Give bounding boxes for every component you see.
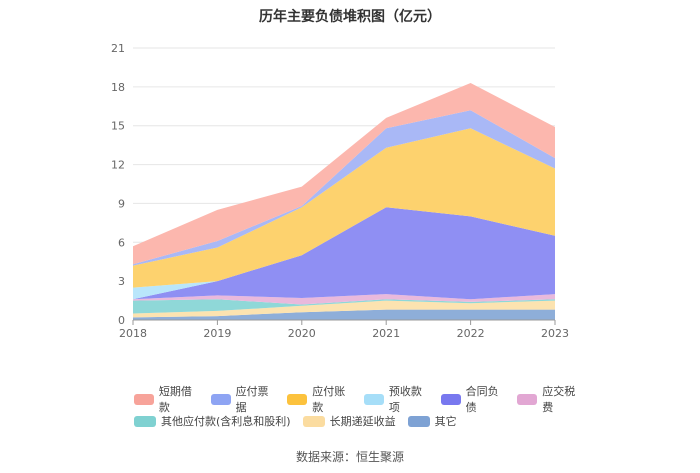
axes: 0 3 6 9 12 15 18 21 2018 2019 2020 2021 2022 2023 <box>111 42 569 340</box>
chart-title: 历年主要负债堆积图（亿元） <box>259 9 441 25</box>
x-tick-label: 2020 <box>288 327 316 340</box>
legend-row-1: 短期借款 应付票据 应付账款 预收款项 合同负债 应交税费 <box>134 385 594 414</box>
legend-swatch <box>302 415 325 427</box>
stacked-area-chart: 0 3 6 9 12 15 18 21 2018 2019 2020 2021 2022 2023 <box>111 42 569 340</box>
x-tick-label: 2023 <box>541 327 569 340</box>
area-series-7 <box>133 128 555 288</box>
x-tick-label: 2019 <box>203 327 231 340</box>
x-tick-label: 2022 <box>457 327 485 340</box>
y-tick-label: 6 <box>118 236 125 249</box>
legend-item[interactable]: 预收款项 <box>364 383 429 415</box>
legend: 短期借款 应付票据 应付账款 预收款项 合同负债 应交税费 其他应付款(含利息和股利) 长期… <box>134 385 594 433</box>
legend-swatch <box>517 393 538 405</box>
legend-row-2: 其他应付款(含利息和股利) 长期递延收益 其它 <box>134 411 594 431</box>
legend-label: 应付账款 <box>312 385 346 414</box>
legend-swatch <box>364 393 384 405</box>
x-tick-label: 2021 <box>372 327 400 340</box>
area-series-3 <box>133 299 555 314</box>
legend-label: 短期借款 <box>158 385 192 414</box>
legend-item[interactable]: 长期递延收益 <box>302 413 396 429</box>
y-tick-label: 15 <box>111 120 125 133</box>
area-series-4 <box>133 294 555 305</box>
legend-label: 长期递延收益 <box>329 415 396 428</box>
legend-item[interactable]: 应交税费 <box>517 383 582 415</box>
x-tick-label: 2018 <box>119 327 147 340</box>
legend-swatch <box>210 393 231 405</box>
area-series-2 <box>133 300 555 318</box>
legend-label: 应交税费 <box>542 385 576 414</box>
legend-swatch <box>407 415 430 427</box>
area-series-6 <box>133 207 555 300</box>
legend-swatch <box>440 393 461 405</box>
y-tick-label: 21 <box>111 42 125 55</box>
legend-label: 应付票据 <box>235 385 269 414</box>
area-series-1 <box>133 309 555 320</box>
area-series-9 <box>133 83 555 265</box>
legend-label: 其它 <box>434 415 457 428</box>
legend-swatch <box>287 393 308 405</box>
legend-item[interactable]: 短期借款 <box>134 383 199 415</box>
y-tick-label: 9 <box>118 197 125 210</box>
y-tick-label: 3 <box>118 275 125 288</box>
data-source: 数据来源：恒生聚源 <box>295 450 404 464</box>
y-tick-label: 18 <box>111 81 125 94</box>
area-series-5 <box>133 207 555 300</box>
legend-item[interactable]: 合同负债 <box>440 383 506 415</box>
legend-swatch <box>134 415 156 427</box>
legend-label: 其他应付款(含利息和股利) <box>161 415 291 428</box>
legend-label: 预收款项 <box>388 385 422 414</box>
legend-swatch <box>134 393 154 405</box>
legend-item[interactable]: 应付账款 <box>287 383 352 415</box>
y-tick-label: 0 <box>118 314 125 327</box>
legend-label: 合同负债 <box>465 385 499 414</box>
legend-item[interactable]: 其他应付款(含利息和股利) <box>134 413 291 429</box>
legend-item[interactable]: 其它 <box>407 413 457 429</box>
legend-item[interactable]: 应付票据 <box>210 383 276 415</box>
area-series <box>133 83 555 320</box>
y-tick-label: 12 <box>111 159 125 172</box>
